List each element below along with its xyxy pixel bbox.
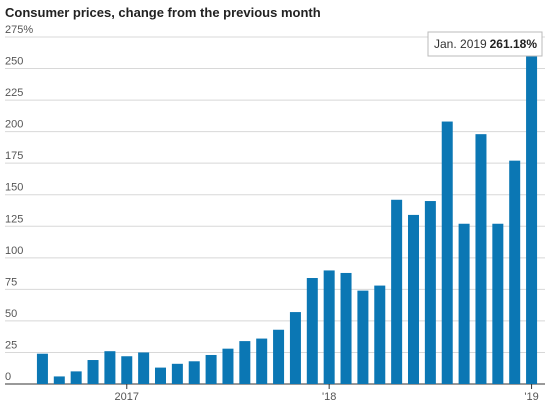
bar [138, 352, 150, 384]
bar [273, 329, 285, 384]
y-tick-label: 200 [5, 119, 23, 131]
y-tick-label: 125 [5, 213, 23, 225]
y-tick-label: 225 [5, 87, 23, 99]
bar [104, 351, 116, 384]
y-tick-label: 100 [5, 245, 23, 257]
y-tick-label: 250 [5, 56, 23, 68]
bar [408, 214, 419, 384]
y-tick-label: 50 [5, 308, 17, 320]
bar [357, 290, 369, 384]
bar [36, 353, 48, 384]
tooltip-category: Jan. 2019 [434, 37, 487, 51]
bar [492, 223, 504, 384]
y-tick-label: 275% [5, 24, 33, 36]
y-tick-label: 25 [5, 339, 17, 351]
bar [256, 338, 268, 384]
bar [526, 54, 538, 385]
bar [509, 160, 521, 384]
bar [424, 201, 436, 384]
bar [222, 348, 234, 384]
bar [458, 223, 470, 384]
bar [87, 360, 99, 384]
bar [155, 367, 166, 384]
bar [340, 272, 352, 384]
tooltip-value: 261.18% [490, 37, 538, 51]
bar [171, 363, 183, 384]
bar [205, 354, 217, 384]
bar [441, 121, 453, 385]
bar [475, 134, 487, 384]
bar [289, 312, 301, 384]
y-tick-label: 175 [5, 150, 23, 162]
x-tick-label: '18 [322, 391, 336, 403]
x-tick-label: 2017 [115, 391, 139, 403]
y-tick-label: 75 [5, 276, 17, 288]
bar [70, 371, 82, 384]
bar [391, 199, 403, 384]
bar [239, 341, 251, 384]
bar [374, 285, 386, 384]
y-tick-label: 150 [5, 182, 23, 194]
bar [121, 356, 133, 384]
tooltip: Jan. 2019 261.18% [427, 31, 543, 57]
bar [53, 376, 65, 384]
tooltip-box [427, 31, 543, 57]
y-tick-label: 0 [5, 371, 11, 383]
x-tick-label: '19 [524, 391, 538, 403]
bar [188, 361, 200, 384]
chart-title: Consumer prices, change from the previou… [5, 5, 321, 20]
bar [323, 270, 335, 384]
bar [306, 278, 318, 384]
